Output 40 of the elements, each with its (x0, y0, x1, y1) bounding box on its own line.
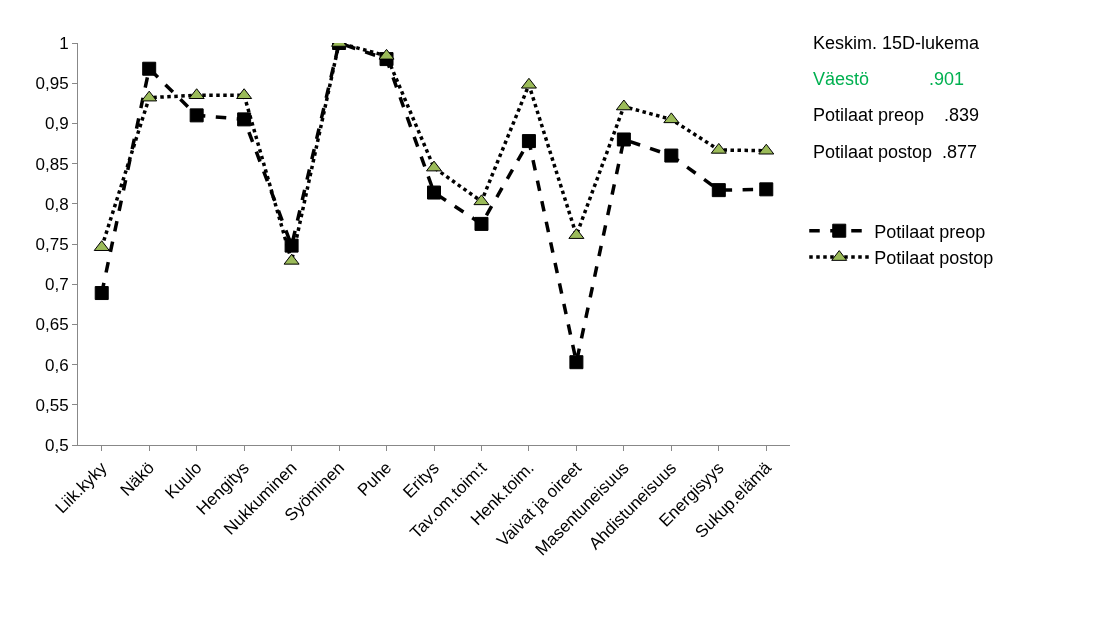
y-tick-label: 0,65 (35, 315, 69, 335)
point (237, 112, 252, 127)
text: Keskim. 15D-lukema (813, 33, 981, 53)
y-tick-label: 1 (59, 33, 69, 53)
point (189, 108, 204, 123)
y-tick-label: 0,55 (35, 395, 69, 415)
point (521, 134, 536, 149)
point (283, 253, 300, 265)
text: Potilaat preop .839 (813, 105, 980, 125)
point (758, 143, 775, 155)
y-tick-label: 0,9 (44, 114, 69, 134)
point (236, 88, 253, 100)
point (711, 183, 726, 198)
point (759, 182, 774, 197)
y-tick-label: 0,5 (44, 435, 69, 455)
point (664, 148, 679, 163)
y-tick-label: 0,95 (35, 74, 69, 94)
point (141, 90, 158, 102)
y-tick-label: 0,8 (44, 194, 69, 214)
y-tick-label: 0,75 (35, 234, 69, 254)
point (616, 132, 631, 147)
text: Potilaat postop .877 (813, 142, 978, 162)
point (427, 185, 441, 200)
point (615, 99, 632, 111)
point (378, 48, 395, 60)
y-tick-label: 0,6 (44, 355, 69, 375)
point (569, 355, 584, 370)
legend-label: Potilaat preop (874, 221, 986, 242)
point (188, 88, 205, 100)
y-tick-label: 0,85 (35, 154, 69, 174)
point (710, 142, 727, 154)
point (473, 194, 490, 206)
point (663, 112, 680, 124)
y-tick-label: 0,7 (44, 275, 69, 295)
point (142, 61, 157, 76)
text: Väestö .901 (813, 69, 965, 89)
point (520, 77, 537, 89)
legend-label: Potilaat postop (874, 248, 994, 269)
point (474, 216, 489, 231)
point (94, 286, 109, 301)
